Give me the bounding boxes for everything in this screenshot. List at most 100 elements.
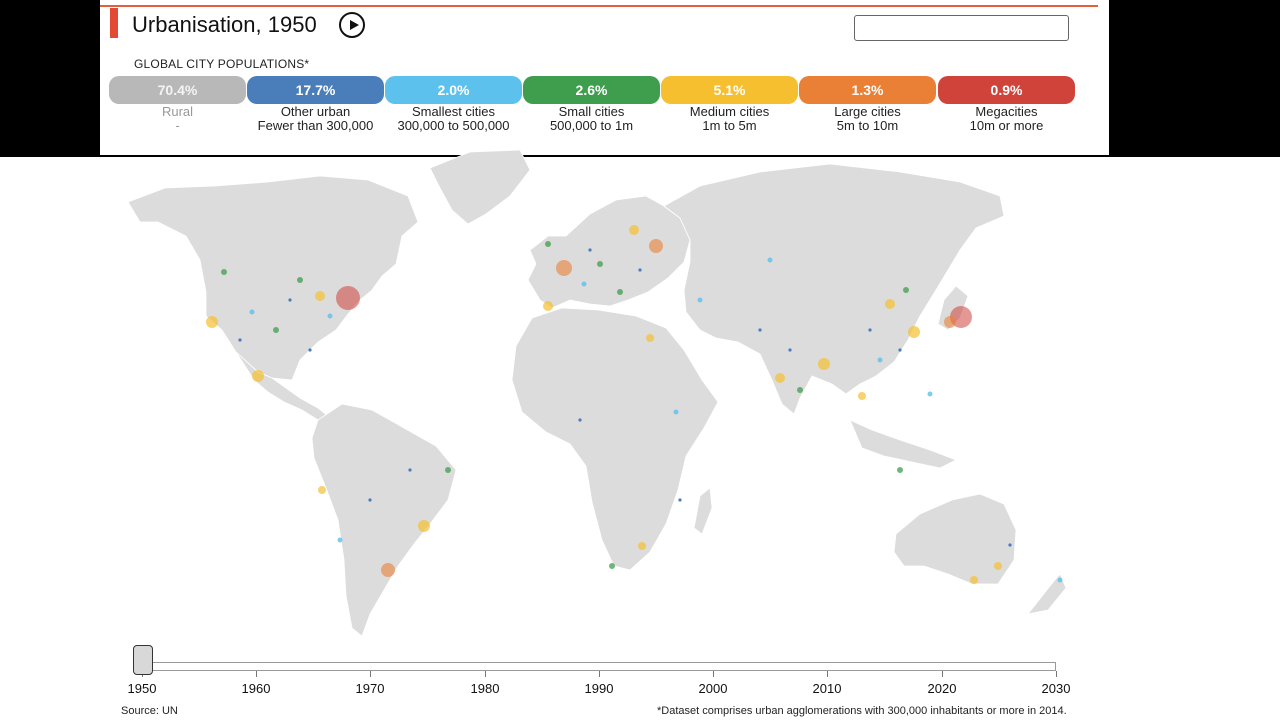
tick-mark bbox=[827, 671, 828, 677]
tick-label-1960[interactable]: 1960 bbox=[241, 681, 271, 696]
smallest-city-marker[interactable] bbox=[581, 281, 587, 287]
legend-range: - bbox=[175, 118, 180, 133]
medium-city-marker[interactable] bbox=[315, 291, 325, 301]
tick-label-1990[interactable]: 1990 bbox=[584, 681, 614, 696]
other-urban-marker[interactable] bbox=[288, 298, 292, 302]
south-america bbox=[311, 403, 457, 637]
legend-range: 10m or more bbox=[969, 118, 1044, 133]
other-urban-marker[interactable] bbox=[758, 328, 762, 332]
timeline-track[interactable] bbox=[146, 662, 1056, 671]
megacity-marker[interactable] bbox=[336, 286, 360, 310]
smallest-city-marker[interactable] bbox=[673, 409, 679, 415]
tick-label-2020[interactable]: 2020 bbox=[927, 681, 957, 696]
tick-mark bbox=[1056, 671, 1057, 677]
legend-name: Medium cities bbox=[689, 104, 770, 119]
medium-city-marker[interactable] bbox=[206, 316, 218, 328]
legend-name: Smallest cities bbox=[411, 104, 496, 119]
small-city-marker[interactable] bbox=[897, 467, 903, 473]
medium-city-marker[interactable] bbox=[994, 562, 1002, 570]
medium-city-marker[interactable] bbox=[318, 486, 326, 494]
other-urban-marker[interactable] bbox=[868, 328, 872, 332]
legend-name: Rural bbox=[161, 104, 194, 119]
page-title: Urbanisation, 1950 bbox=[132, 12, 317, 37]
legend-item-smallest-cities[interactable]: 2.0% Smallest cities 300,000 to 500,000 bbox=[385, 76, 522, 133]
smallest-city-marker[interactable] bbox=[697, 297, 703, 303]
legend-pill: 2.0% bbox=[385, 76, 522, 104]
small-city-marker[interactable] bbox=[597, 261, 603, 267]
play-icon bbox=[350, 20, 359, 30]
australia bbox=[893, 493, 1017, 585]
other-urban-marker[interactable] bbox=[408, 468, 412, 472]
legend-item-medium-cities[interactable]: 5.1% Medium cities 1m to 5m bbox=[661, 76, 798, 133]
smallest-city-marker[interactable] bbox=[927, 391, 933, 397]
large-city-marker[interactable] bbox=[381, 563, 395, 577]
medium-city-marker[interactable] bbox=[885, 299, 895, 309]
medium-city-marker[interactable] bbox=[775, 373, 785, 383]
timeline-slider-handle[interactable] bbox=[133, 645, 153, 675]
smallest-city-marker[interactable] bbox=[1057, 577, 1063, 583]
other-urban-marker[interactable] bbox=[578, 418, 582, 422]
small-city-marker[interactable] bbox=[545, 241, 551, 247]
other-urban-marker[interactable] bbox=[238, 338, 242, 342]
medium-city-marker[interactable] bbox=[543, 301, 553, 311]
play-button[interactable] bbox=[339, 12, 365, 38]
tick-label-2030[interactable]: 2030 bbox=[1041, 681, 1071, 696]
city-markers bbox=[206, 225, 1063, 584]
other-urban-marker[interactable] bbox=[788, 348, 792, 352]
large-city-marker[interactable] bbox=[944, 316, 956, 328]
smallest-city-marker[interactable] bbox=[767, 257, 773, 263]
medium-city-marker[interactable] bbox=[629, 225, 639, 235]
source-note: Source: UN bbox=[121, 705, 178, 717]
smallest-city-marker[interactable] bbox=[877, 357, 883, 363]
small-city-marker[interactable] bbox=[221, 269, 227, 275]
legend-item-megacities[interactable]: 0.9% Megacities 10m or more bbox=[938, 76, 1075, 133]
other-urban-marker[interactable] bbox=[898, 348, 902, 352]
legend-range: 500,000 to 1m bbox=[549, 118, 634, 133]
tick-label-2010[interactable]: 2010 bbox=[812, 681, 842, 696]
tick-label-2000[interactable]: 2000 bbox=[698, 681, 728, 696]
other-urban-marker[interactable] bbox=[1008, 543, 1012, 547]
southeast-asia-islands bbox=[849, 419, 957, 469]
legend-name: Megacities bbox=[975, 104, 1038, 119]
world-map[interactable] bbox=[100, 140, 1100, 645]
medium-city-marker[interactable] bbox=[818, 358, 830, 370]
medium-city-marker[interactable] bbox=[858, 392, 866, 400]
smallest-city-marker[interactable] bbox=[327, 313, 333, 319]
legend-item-small-cities[interactable]: 2.6% Small cities 500,000 to 1m bbox=[523, 76, 660, 133]
large-city-marker[interactable] bbox=[649, 239, 663, 253]
legend-item-other-urban[interactable]: 17.7% Other urban Fewer than 300,000 bbox=[247, 76, 384, 133]
medium-city-marker[interactable] bbox=[646, 334, 654, 342]
tick-mark bbox=[599, 671, 600, 677]
europe bbox=[527, 195, 691, 309]
other-urban-marker[interactable] bbox=[638, 268, 642, 272]
other-urban-marker[interactable] bbox=[368, 498, 372, 502]
small-city-marker[interactable] bbox=[273, 327, 279, 333]
legend-pill: 5.1% bbox=[661, 76, 798, 104]
small-city-marker[interactable] bbox=[609, 563, 615, 569]
small-city-marker[interactable] bbox=[297, 277, 303, 283]
madagascar bbox=[693, 487, 713, 535]
legend-item-large-cities[interactable]: 1.3% Large cities 5m to 10m bbox=[799, 76, 936, 133]
tick-label-1980[interactable]: 1980 bbox=[470, 681, 500, 696]
small-city-marker[interactable] bbox=[445, 467, 451, 473]
other-urban-marker[interactable] bbox=[308, 348, 312, 352]
smallest-city-marker[interactable] bbox=[249, 309, 255, 315]
other-urban-marker[interactable] bbox=[678, 498, 682, 502]
small-city-marker[interactable] bbox=[903, 287, 909, 293]
smallest-city-marker[interactable] bbox=[337, 537, 343, 543]
small-city-marker[interactable] bbox=[617, 289, 623, 295]
medium-city-marker[interactable] bbox=[970, 576, 978, 584]
large-city-marker[interactable] bbox=[556, 260, 572, 276]
other-urban-marker[interactable] bbox=[588, 248, 592, 252]
medium-city-marker[interactable] bbox=[252, 370, 264, 382]
tick-label-1950[interactable]: 1950 bbox=[127, 681, 157, 696]
search-input[interactable] bbox=[854, 15, 1069, 41]
medium-city-marker[interactable] bbox=[418, 520, 430, 532]
medium-city-marker[interactable] bbox=[908, 326, 920, 338]
legend-name: Small cities bbox=[558, 104, 625, 119]
legend-item-rural[interactable]: 70.4% Rural - bbox=[109, 76, 246, 133]
tick-label-1970[interactable]: 1970 bbox=[355, 681, 385, 696]
legend-range: 1m to 5m bbox=[702, 118, 757, 133]
small-city-marker[interactable] bbox=[797, 387, 803, 393]
medium-city-marker[interactable] bbox=[638, 542, 646, 550]
